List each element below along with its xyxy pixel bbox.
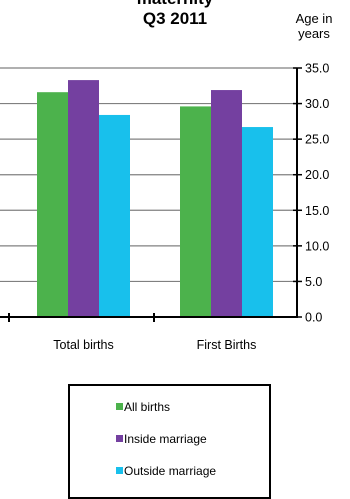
- bar-outside-marriage-total-births: [99, 114, 130, 317]
- y-axis-unit-line-1: Age in: [295, 11, 333, 26]
- bar-all-births-total-births: [37, 92, 68, 317]
- y-axis-unit-line-2: years: [298, 26, 330, 41]
- y-tick-label: 20.0: [305, 168, 329, 182]
- y-tick-label: 10.0: [305, 239, 329, 253]
- bar-inside-marriage-first-births: [211, 90, 242, 317]
- x-category-label: First Births: [197, 338, 257, 352]
- legend-item-inside-marriage: Inside marriage: [116, 432, 207, 446]
- y-tick-label: 0.0: [305, 311, 322, 325]
- bar-inside-marriage-total-births: [68, 80, 99, 317]
- bar-chart-plot-area: 0.0 5.0 10.0 15.0 20.0 25.0 30.0 35.0 Total birt…: [0, 62, 329, 352]
- chart-title-line-1: maternity: [100, 0, 250, 9]
- bar-all-births-first-births: [180, 106, 211, 317]
- y-tick-label: 35.0: [305, 62, 329, 76]
- x-category-label: Total births: [53, 338, 113, 352]
- legend-label-inside-marriage: Inside marriage: [124, 432, 207, 446]
- chart-title-line-2: Q3 2011: [142, 9, 208, 28]
- legend-item-outside-marriage: Outside marriage: [116, 464, 216, 478]
- legend-label-all-births: All births: [124, 400, 171, 414]
- legend-swatch-all-births: [116, 403, 123, 410]
- legend-swatch-outside-marriage: [116, 467, 123, 474]
- legend-label-outside-marriage: Outside marriage: [124, 464, 217, 478]
- y-tick-label: 15.0: [305, 204, 329, 218]
- y-tick-label: 5.0: [305, 275, 322, 289]
- y-tick-label: 30.0: [305, 97, 329, 111]
- y-tick-label: 25.0: [305, 133, 329, 147]
- legend-swatch-inside-marriage: [116, 435, 123, 442]
- legend-item-all-births: All births: [116, 400, 170, 414]
- bar-outside-marriage-first-births: [242, 127, 273, 317]
- chart-legend: All births Inside marriage Outside marri…: [68, 384, 271, 499]
